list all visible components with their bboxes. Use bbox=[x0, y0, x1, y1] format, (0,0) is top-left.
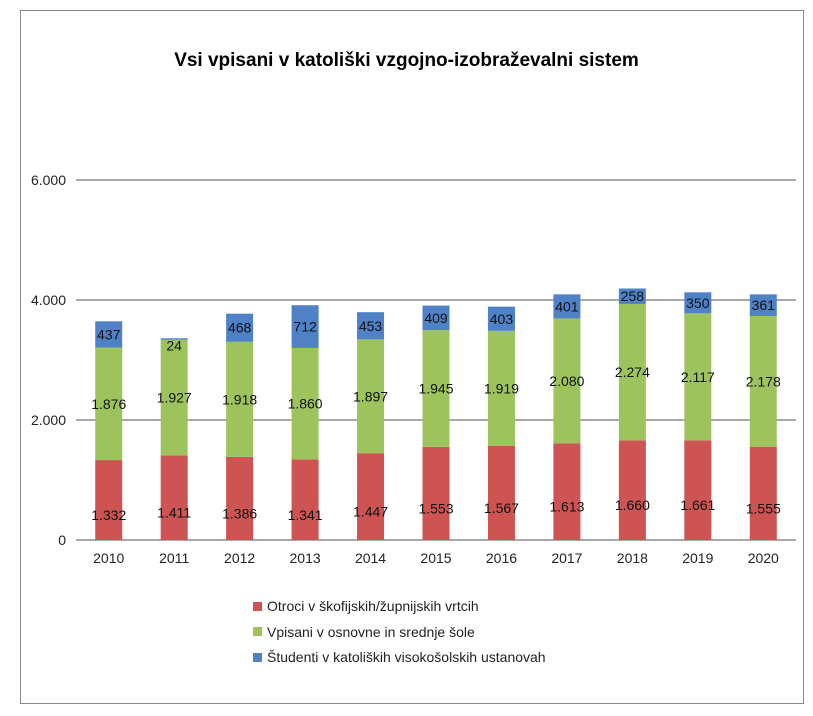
data-label: 437 bbox=[97, 326, 121, 342]
bar-segment bbox=[684, 292, 712, 314]
bar-segment bbox=[422, 305, 450, 331]
bar-segment bbox=[357, 312, 385, 340]
legend-swatch bbox=[253, 652, 262, 662]
data-label: 409 bbox=[424, 310, 448, 326]
bar-segment bbox=[226, 456, 254, 540]
data-label: 1.447 bbox=[353, 504, 388, 520]
data-label: 1.945 bbox=[418, 380, 453, 396]
bar-segment bbox=[749, 294, 777, 317]
legend-item: Študenti v katoliških visokošolskih usta… bbox=[253, 649, 546, 665]
data-label: 258 bbox=[621, 288, 645, 304]
data-label: 24 bbox=[166, 337, 182, 353]
legend-swatch bbox=[253, 627, 262, 636]
data-label: 401 bbox=[555, 298, 579, 314]
y-tick-label: 2.000 bbox=[31, 412, 66, 428]
data-label: 1.897 bbox=[353, 388, 388, 404]
bar-segment bbox=[291, 459, 319, 540]
y-tick-label: 6.000 bbox=[31, 172, 66, 188]
data-label: 1.613 bbox=[549, 499, 584, 515]
bar-segment bbox=[226, 313, 254, 342]
x-tick-label: 2013 bbox=[290, 550, 321, 566]
legend-label: Otroci v škofijskih/župnijskih vrtcih bbox=[267, 598, 479, 614]
legend-swatch bbox=[253, 601, 262, 611]
bar-segment bbox=[618, 303, 646, 441]
x-tick-label: 2011 bbox=[159, 550, 189, 566]
bar-segment bbox=[487, 330, 515, 446]
x-tick-label: 2012 bbox=[224, 550, 255, 566]
data-label: 2.117 bbox=[681, 369, 715, 385]
legend-label: Vpisani v osnovne in srednje šole bbox=[267, 623, 475, 640]
bar-segment bbox=[553, 318, 581, 444]
x-tick-label: 2019 bbox=[682, 550, 713, 566]
data-label: 403 bbox=[490, 311, 514, 327]
data-label: 1.661 bbox=[680, 497, 715, 513]
bar-segment bbox=[422, 330, 450, 447]
bar-segment bbox=[357, 339, 385, 454]
data-label: 1.341 bbox=[288, 507, 323, 523]
data-label: 468 bbox=[228, 320, 252, 336]
y-tick-label: 0 bbox=[58, 532, 66, 548]
bar-segment bbox=[95, 460, 123, 540]
x-tick-label: 2020 bbox=[748, 550, 779, 566]
data-label: 1.927 bbox=[157, 390, 192, 406]
x-tick-label: 2015 bbox=[420, 550, 451, 566]
data-label: 350 bbox=[686, 295, 710, 311]
data-label: 712 bbox=[293, 319, 317, 335]
data-label: 2.080 bbox=[549, 373, 584, 389]
data-label: 1.919 bbox=[484, 380, 519, 396]
data-label: 1.918 bbox=[222, 391, 257, 407]
data-label: 1.567 bbox=[484, 500, 519, 516]
data-label: 2.178 bbox=[746, 373, 781, 389]
bar-segment bbox=[160, 338, 188, 340]
bar-segment bbox=[684, 313, 712, 441]
bar-segment bbox=[226, 341, 254, 457]
bar-segment bbox=[357, 453, 385, 540]
y-tick-label: 4.000 bbox=[31, 292, 66, 308]
data-label: 453 bbox=[359, 318, 383, 334]
bar-segment bbox=[749, 446, 777, 540]
data-label: 1.332 bbox=[91, 507, 126, 523]
x-tick-label: 2018 bbox=[617, 550, 648, 566]
bar-segment bbox=[160, 339, 188, 456]
data-label: 1.555 bbox=[746, 500, 781, 516]
data-label: 1.553 bbox=[418, 500, 453, 516]
bar-segment bbox=[684, 440, 712, 540]
legend-label: Študenti v katoliških visokošolskih usta… bbox=[267, 649, 546, 665]
x-tick-label: 2014 bbox=[355, 550, 386, 566]
bar-segment bbox=[291, 305, 319, 348]
bar-segment bbox=[553, 294, 581, 319]
x-tick-label: 2017 bbox=[551, 550, 582, 566]
bar-segment bbox=[291, 347, 319, 460]
bar-segment bbox=[95, 321, 123, 348]
data-label: 361 bbox=[752, 297, 776, 313]
legend-item: Vpisani v osnovne in srednje šole bbox=[253, 624, 475, 640]
bar-segment bbox=[618, 288, 646, 304]
data-label: 1.411 bbox=[157, 505, 191, 521]
bar-segment bbox=[553, 443, 581, 540]
x-tick-label: 2010 bbox=[93, 550, 124, 566]
bar-segment bbox=[487, 445, 515, 540]
bar-segment bbox=[618, 440, 646, 540]
bar-segment bbox=[160, 455, 188, 540]
bar-segment bbox=[749, 316, 777, 447]
chart-frame bbox=[20, 10, 804, 704]
bar-segment bbox=[487, 306, 515, 331]
chart-title: Vsi vpisani v katoliški vzgojno-izobraže… bbox=[174, 50, 639, 71]
data-label: 1.386 bbox=[222, 505, 257, 521]
bar-segment bbox=[95, 347, 123, 461]
data-label: 1.860 bbox=[288, 396, 323, 412]
bar-segment bbox=[422, 446, 450, 540]
data-label: 1.876 bbox=[91, 396, 126, 412]
data-label: 2.274 bbox=[615, 364, 650, 380]
x-tick-label: 2016 bbox=[486, 550, 517, 566]
data-label: 1.660 bbox=[615, 497, 650, 513]
legend-item: Otroci v škofijskih/župnijskih vrtcih bbox=[253, 598, 479, 614]
